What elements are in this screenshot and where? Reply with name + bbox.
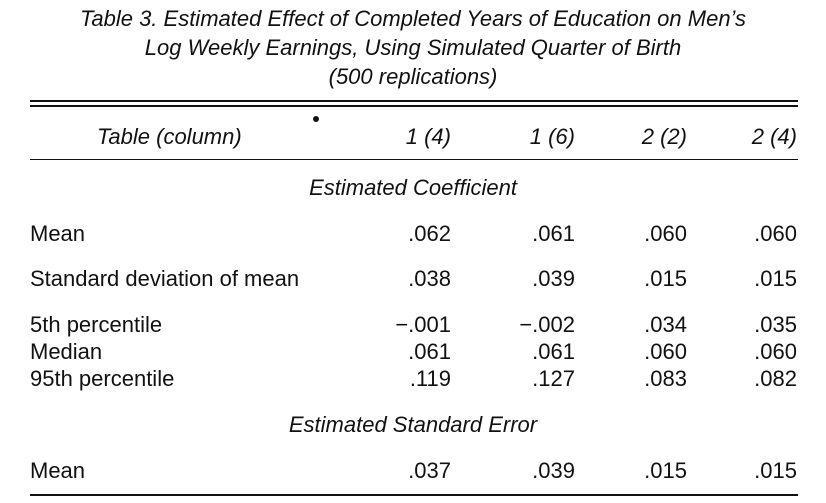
top-double-rule-upper: [30, 100, 798, 102]
cell: .060: [754, 221, 797, 246]
cell: .015: [644, 458, 687, 483]
caption-line-1: Table 3. Estimated Effect of Completed Y…: [79, 6, 747, 31]
header-col-1: 1 (4): [405, 124, 451, 149]
cell: .061: [532, 339, 575, 364]
cell: .015: [754, 266, 797, 291]
header-col-4: 2 (4): [751, 124, 797, 149]
row-label: Standard deviation of mean: [30, 266, 300, 291]
cell: .060: [644, 221, 687, 246]
header-col-2: 1 (6): [529, 124, 575, 149]
section-title-coefficient: Estimated Coefficient: [309, 175, 517, 200]
cell: .061: [408, 339, 451, 364]
cell: .082: [754, 366, 797, 391]
header-row-label: Table (column): [97, 124, 242, 149]
row-label: Median: [30, 339, 103, 364]
cell: .015: [754, 458, 797, 483]
cell: .034: [644, 312, 687, 337]
caption-line-3: (500 replications): [328, 64, 498, 89]
row-label: 5th percentile: [30, 312, 163, 337]
stray-dot-mark: [313, 116, 319, 122]
cell: .083: [644, 366, 687, 391]
cell: .035: [754, 312, 797, 337]
table-caption: Table 3. Estimated Effect of Completed Y…: [0, 4, 826, 91]
cell: .062: [408, 221, 451, 246]
cell: .060: [754, 339, 797, 364]
cell: .119: [409, 366, 451, 391]
row-label: Mean: [30, 458, 86, 483]
cell: .060: [644, 339, 687, 364]
cell: .127: [532, 366, 575, 391]
section-title-standard-error: Estimated Standard Error: [288, 412, 538, 437]
cell: −.001: [395, 312, 451, 337]
top-double-rule-lower: [30, 105, 798, 107]
cell: .037: [408, 458, 451, 483]
bottom-rule: [30, 494, 798, 496]
cell: .061: [532, 221, 575, 246]
header-col-3: 2 (2): [641, 124, 687, 149]
cell: .038: [408, 266, 451, 291]
cell: .015: [644, 266, 687, 291]
caption-line-2: Log Weekly Earnings, Using Simulated Qua…: [144, 35, 682, 60]
cell: −.002: [519, 312, 575, 337]
cell: .039: [532, 266, 575, 291]
row-label: 95th percentile: [30, 366, 175, 391]
cell: .039: [532, 458, 575, 483]
header-rule: [30, 159, 798, 160]
row-label: Mean: [30, 221, 86, 246]
